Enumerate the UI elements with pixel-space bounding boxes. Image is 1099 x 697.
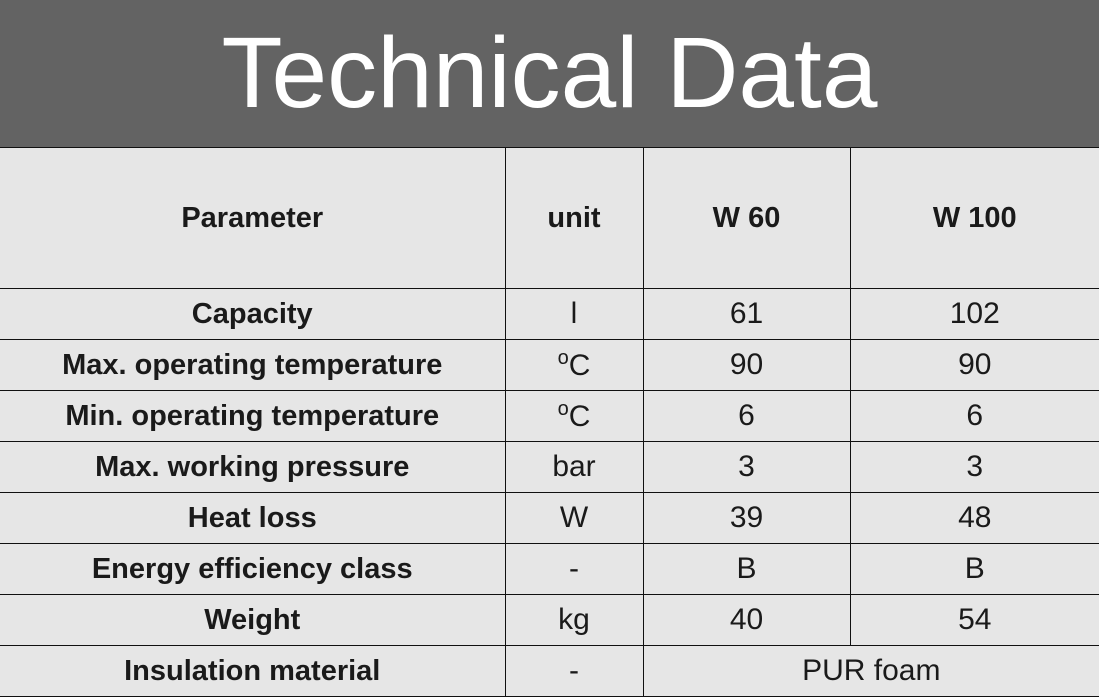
degree-sup: o — [557, 398, 569, 420]
unit-text: kg — [558, 603, 590, 636]
parameter-cell: Weight — [0, 594, 506, 646]
unit-cell: l — [504, 288, 644, 340]
w100-cell: 3 — [849, 441, 1099, 493]
header-parameter: Parameter — [0, 148, 506, 289]
unit-cell: - — [504, 645, 644, 697]
table-row: Heat loss W 39 48 — [0, 492, 1099, 544]
parameter-cell: Energy efficiency class — [0, 543, 506, 595]
parameter-cell: Max. working pressure — [0, 441, 506, 493]
unit-cell: bar — [504, 441, 644, 493]
table-row: Capacity l 61 102 — [0, 288, 1099, 340]
header-w100: W 100 — [849, 148, 1099, 289]
table-row: Insulation material - PUR foam — [0, 645, 1099, 697]
unit-text: bar — [552, 450, 596, 483]
table-row: Min. operating temperature oC 6 6 — [0, 390, 1099, 442]
table-row: Energy efficiency class - B B — [0, 543, 1099, 595]
w100-cell: 90 — [849, 339, 1099, 391]
unit-text: l — [570, 297, 578, 330]
degree-sup: o — [557, 347, 569, 369]
table-row: Max. working pressure bar 3 3 — [0, 441, 1099, 493]
merged-value-cell: PUR foam — [642, 645, 1099, 697]
header-unit: unit — [504, 148, 644, 289]
w60-cell: 39 — [642, 492, 851, 544]
page-title: Technical Data — [0, 0, 1099, 148]
w100-cell: 48 — [849, 492, 1099, 544]
unit-text: W — [559, 501, 589, 534]
unit-text: - — [569, 654, 579, 687]
parameter-cell: Capacity — [0, 288, 506, 340]
unit-text: - — [569, 552, 579, 585]
unit-text: C — [568, 349, 591, 382]
unit-cell: - — [504, 543, 644, 595]
table-row: Max. operating temperature oC 90 90 — [0, 339, 1099, 391]
unit-cell: oC — [504, 390, 644, 442]
unit-cell: oC — [504, 339, 644, 391]
w60-cell: B — [642, 543, 851, 595]
parameter-cell: Max. operating temperature — [0, 339, 506, 391]
unit-cell: kg — [504, 594, 644, 646]
table-row: Weight kg 40 54 — [0, 594, 1099, 646]
w100-cell: 102 — [849, 288, 1099, 340]
w60-cell: 6 — [642, 390, 851, 442]
technical-data-table: Parameter unit W 60 W 100 Capacity l 61 102… — [0, 148, 1099, 697]
w60-cell: 61 — [642, 288, 851, 340]
w60-cell: 90 — [642, 339, 851, 391]
w100-cell: 54 — [849, 594, 1099, 646]
w100-cell: B — [849, 543, 1099, 595]
w60-cell: 3 — [642, 441, 851, 493]
parameter-cell: Insulation material — [0, 645, 506, 697]
header-row: Parameter unit W 60 W 100 — [0, 148, 1099, 289]
w100-cell: 6 — [849, 390, 1099, 442]
unit-cell: W — [504, 492, 644, 544]
header-w60: W 60 — [642, 148, 851, 289]
w60-cell: 40 — [642, 594, 851, 646]
parameter-cell: Min. operating temperature — [0, 390, 506, 442]
parameter-cell: Heat loss — [0, 492, 506, 544]
unit-text: C — [568, 400, 591, 433]
